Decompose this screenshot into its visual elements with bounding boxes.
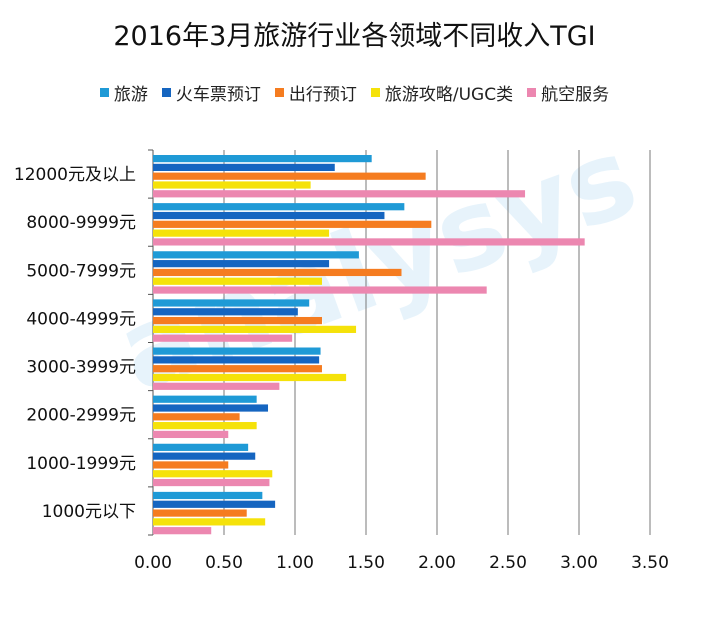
bar bbox=[153, 238, 585, 246]
y-tick-label: 1000元以下 bbox=[42, 502, 136, 522]
bar bbox=[153, 155, 372, 163]
x-tick-label: 1.00 bbox=[276, 553, 314, 573]
x-tick-label: 1.50 bbox=[347, 553, 385, 573]
bar bbox=[153, 286, 487, 294]
bar bbox=[153, 404, 269, 412]
bar bbox=[153, 527, 212, 535]
bar bbox=[153, 422, 257, 430]
x-tick-label: 3.00 bbox=[560, 553, 598, 573]
bar bbox=[153, 163, 335, 171]
legend-swatch bbox=[527, 88, 537, 97]
bar bbox=[153, 478, 270, 487]
bar bbox=[153, 190, 526, 198]
bar bbox=[153, 365, 322, 373]
legend-label: 旅游 bbox=[113, 85, 148, 105]
legend-swatch bbox=[274, 88, 284, 97]
bar bbox=[153, 356, 320, 364]
bar bbox=[153, 172, 426, 180]
legend-item: 出行预订 bbox=[274, 80, 357, 105]
bar bbox=[153, 509, 247, 517]
legend-label: 航空服务 bbox=[541, 85, 610, 105]
legend-item: 旅游攻略/UGC类 bbox=[370, 80, 514, 105]
legend-item: 火车票预订 bbox=[161, 80, 261, 105]
legend: 旅游 火车票预订 出行预订 旅游攻略/UGC类 航空服务 bbox=[0, 80, 709, 105]
legend-swatch bbox=[99, 88, 109, 97]
bar bbox=[153, 470, 273, 478]
x-tick-label: 2.50 bbox=[489, 553, 527, 573]
y-tick-label: 4000-4999元 bbox=[26, 309, 136, 329]
x-tick-label: 3.50 bbox=[631, 553, 669, 573]
legend-swatch bbox=[161, 88, 171, 97]
x-tick-label: 2.00 bbox=[418, 553, 456, 573]
bar bbox=[153, 229, 330, 237]
y-tick-label: 1000-1999元 bbox=[26, 454, 136, 474]
bar bbox=[153, 452, 256, 460]
bar bbox=[153, 211, 385, 220]
bar bbox=[153, 347, 321, 355]
bar bbox=[153, 260, 330, 268]
bar bbox=[153, 373, 347, 382]
bar bbox=[153, 308, 298, 316]
legend-label: 火车票预订 bbox=[175, 85, 261, 105]
chart-title: 2016年3月旅游行业各领域不同收入TGI bbox=[113, 21, 596, 52]
bar bbox=[153, 395, 257, 403]
bar bbox=[153, 203, 405, 211]
bar bbox=[153, 500, 276, 508]
y-tick-label: 3000-3999元 bbox=[26, 358, 136, 378]
y-tick-label: 8000-9999元 bbox=[26, 213, 136, 233]
bar bbox=[153, 299, 310, 307]
legend-item: 旅游 bbox=[99, 80, 148, 105]
y-tick-label: 12000元及以上 bbox=[14, 165, 136, 185]
legend-label: 旅游攻略/UGC类 bbox=[384, 85, 514, 105]
bar bbox=[153, 518, 266, 526]
bar bbox=[153, 316, 322, 325]
y-tick-label: 5000-7999元 bbox=[26, 261, 136, 281]
bar bbox=[153, 334, 293, 342]
bar bbox=[153, 491, 263, 500]
bar bbox=[153, 382, 280, 390]
bar bbox=[153, 268, 402, 277]
bar bbox=[153, 413, 240, 421]
bar bbox=[153, 181, 311, 189]
y-tick-label: 2000-2999元 bbox=[26, 406, 136, 426]
bar bbox=[153, 277, 322, 285]
bar bbox=[153, 443, 249, 451]
legend-label: 出行预订 bbox=[288, 85, 357, 105]
legend-swatch bbox=[370, 88, 380, 97]
legend-item: 航空服务 bbox=[527, 80, 609, 105]
x-tick-label: 0.00 bbox=[134, 553, 172, 573]
bar bbox=[153, 325, 357, 333]
bar bbox=[153, 251, 359, 259]
bar bbox=[153, 461, 229, 469]
bar bbox=[153, 430, 229, 439]
x-tick-label: 0.50 bbox=[205, 553, 243, 573]
bar bbox=[153, 220, 432, 228]
